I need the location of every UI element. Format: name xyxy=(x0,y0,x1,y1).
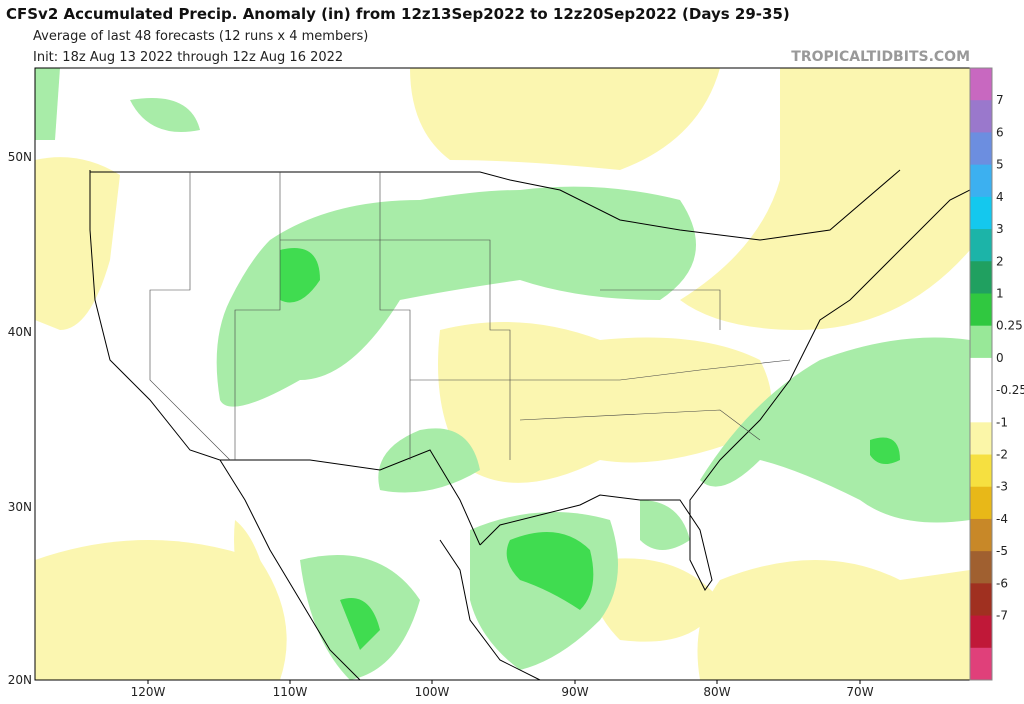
colorbar-frame xyxy=(969,67,993,681)
colorbar-label: -4 xyxy=(996,512,1008,526)
lon-label: 110W xyxy=(273,685,308,699)
colorbar-swatch xyxy=(970,132,992,166)
colorbar-label: -0.25 xyxy=(996,383,1024,397)
colorbar-swatch xyxy=(970,615,992,649)
colorbar-swatch xyxy=(970,486,992,520)
colorbar-label: -5 xyxy=(996,544,1008,558)
colorbar-swatch xyxy=(970,261,992,294)
colorbar-label: 7 xyxy=(996,93,1004,107)
colorbar-label: -7 xyxy=(996,609,1008,623)
colorbar-label: 0.25 xyxy=(996,319,1023,333)
colorbar-swatch xyxy=(970,583,992,617)
lon-label: 80W xyxy=(703,685,730,699)
map-area xyxy=(35,68,970,680)
colorbar-swatch xyxy=(970,229,992,262)
colorbar-label: 6 xyxy=(996,125,1004,139)
colorbar-label: 3 xyxy=(996,222,1004,236)
colorbar-swatch xyxy=(970,325,992,359)
colorbar-label: -1 xyxy=(996,415,1008,429)
colorbar-label: 1 xyxy=(996,286,1004,300)
lon-label: 90W xyxy=(561,685,588,699)
colorbar-swatch xyxy=(970,454,992,488)
watermark: TROPICALTIDBITS.COM xyxy=(791,49,970,65)
lat-label: 50N xyxy=(8,150,32,164)
colorbar-swatch xyxy=(970,357,992,391)
colorbar-swatch xyxy=(970,68,992,101)
colorbar-label: 4 xyxy=(996,190,1004,204)
colorbar-label: -3 xyxy=(996,480,1008,494)
colorbar-swatch xyxy=(970,164,992,198)
colorbar-swatch xyxy=(970,518,992,552)
colorbar: 7 6 5 4 3 2 1 0.25 0 -0.25 -1 -2 -3 -4 -5 -6 -7 xyxy=(969,67,1024,681)
lat-label: 20N xyxy=(8,673,32,687)
colorbar-label: 2 xyxy=(996,254,1004,268)
colorbar-label: -2 xyxy=(996,448,1008,462)
lat-label: 40N xyxy=(8,325,32,339)
colorbar-label: 0 xyxy=(996,351,1004,365)
colorbar-swatch xyxy=(970,422,992,456)
colorbar-swatch xyxy=(970,551,992,584)
init-text: Init: 18z Aug 13 2022 through 12z Aug 16… xyxy=(33,50,343,65)
lon-label: 100W xyxy=(415,685,450,699)
lat-label: 30N xyxy=(8,500,32,514)
colorbar-swatch xyxy=(970,390,992,423)
colorbar-swatch xyxy=(970,293,992,327)
subtitle: Average of last 48 forecasts (12 runs x … xyxy=(33,29,368,44)
colorbar-swatch xyxy=(970,100,992,133)
title: CFSv2 Accumulated Precip. Anomaly (in) f… xyxy=(6,5,790,23)
colorbar-label: 5 xyxy=(996,158,1004,172)
lon-label: 70W xyxy=(846,685,873,699)
colorbar-label: -6 xyxy=(996,576,1008,590)
lon-label: 120W xyxy=(131,685,166,699)
colorbar-swatch xyxy=(970,196,992,230)
colorbar-swatch xyxy=(970,647,992,681)
